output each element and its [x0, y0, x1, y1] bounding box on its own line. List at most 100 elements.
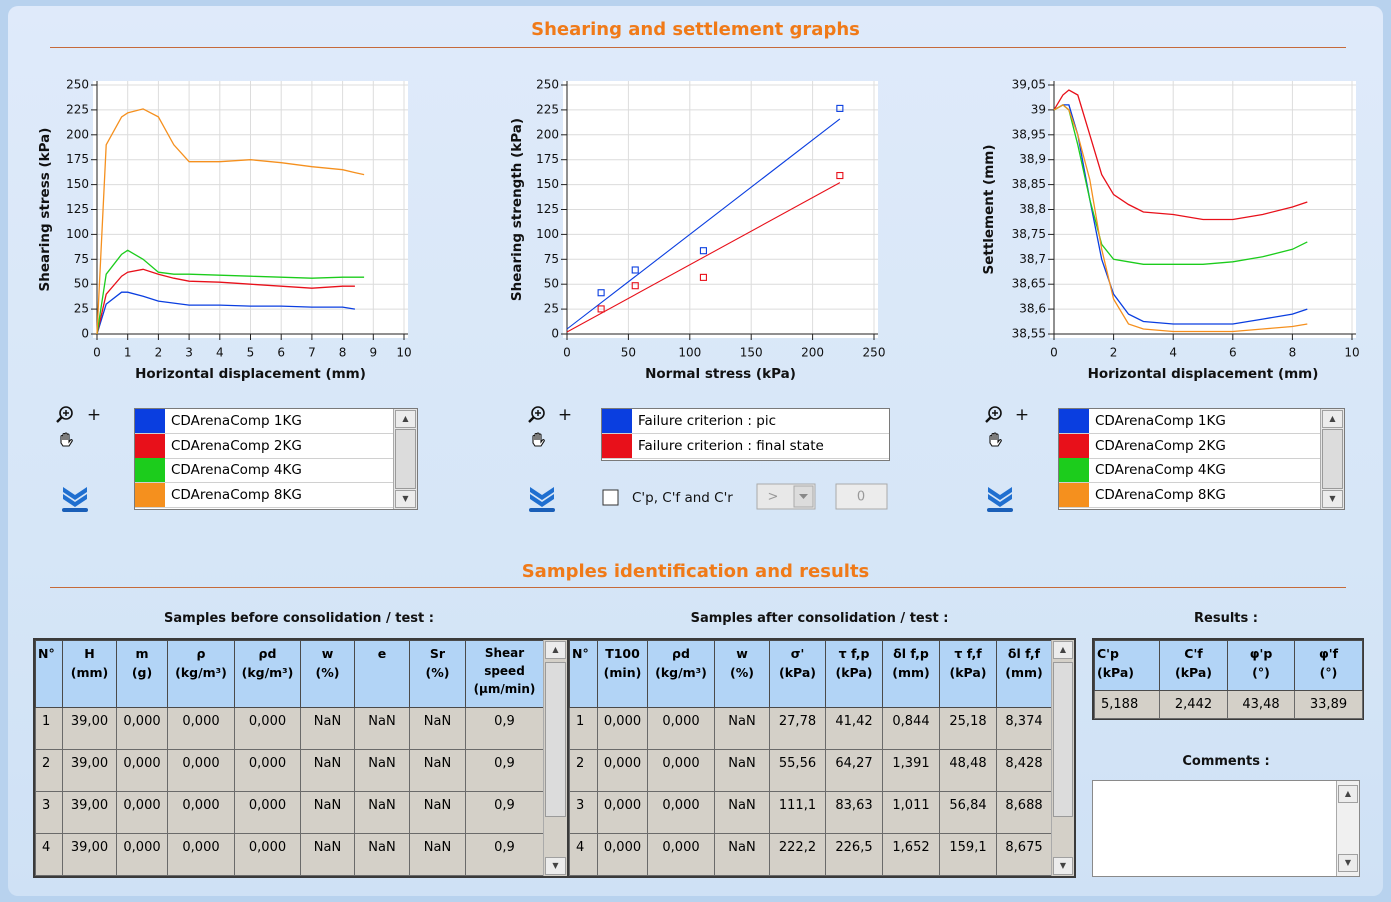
x-tick-label: 9: [369, 346, 377, 360]
zoom-icon[interactable]: [57, 407, 72, 422]
scrollbar[interactable]: ▲▼: [543, 640, 567, 876]
y-tick-label: 38,9: [1019, 152, 1046, 166]
table-cell: 0,000: [648, 834, 715, 876]
scroll-thumb[interactable]: [1322, 429, 1343, 489]
table-cell: 2: [570, 750, 598, 792]
legend-swatch: [135, 434, 165, 458]
y-tick-label: 125: [536, 202, 559, 216]
scroll-up[interactable]: ▲: [1053, 641, 1073, 659]
table-cell: NaN: [355, 708, 410, 750]
x-tick-label: 50: [621, 346, 636, 360]
y-tick-label: 125: [66, 202, 89, 216]
legend-label: CDArenaComp 1KG: [171, 413, 302, 429]
table-cell: NaN: [410, 708, 466, 750]
table-cell: 8,374: [997, 708, 1052, 750]
legend-swatch: [1059, 409, 1089, 433]
header-text: C'p: [1097, 644, 1159, 663]
table-cell: 1,652: [883, 834, 940, 876]
header-text: δl f,p: [883, 644, 939, 663]
scroll-thumb[interactable]: [395, 429, 416, 489]
scroll-up[interactable]: ▲: [395, 410, 416, 428]
x-tick-label: 2: [1110, 346, 1118, 360]
checkbox[interactable]: [603, 490, 618, 505]
header-text: τ f,f: [940, 644, 996, 663]
header-text: φ'p: [1228, 644, 1294, 663]
scroll-up[interactable]: ▲: [545, 641, 566, 659]
table-cell: 1: [36, 708, 63, 750]
scroll-down[interactable]: ▼: [1338, 854, 1358, 872]
x-tick-label: 8: [339, 346, 347, 360]
table-cell: 8,428: [997, 750, 1052, 792]
header-text: (%): [410, 663, 465, 682]
legend-entry[interactable]: CDArenaComp 2KG: [135, 434, 393, 459]
table-cell: 111,1: [770, 792, 826, 834]
y-axis-title: Settlement (mm): [981, 144, 997, 274]
legend-entry[interactable]: CDArenaComp 4KG: [1059, 458, 1320, 483]
table-cell: NaN: [301, 708, 355, 750]
scrollbar[interactable]: ▲▼: [393, 409, 417, 509]
header-text: (kPa): [1097, 663, 1159, 682]
header-text: (kPa): [1160, 663, 1227, 682]
legend-entry[interactable]: CDArenaComp 8KG: [135, 483, 393, 508]
legend-entry[interactable]: CDArenaComp 8KG: [1059, 483, 1320, 508]
zoom-icon[interactable]: [529, 407, 544, 422]
legend-entry[interactable]: Failure criterion : pic: [602, 409, 889, 434]
scrollbar[interactable]: ▲▼: [1320, 409, 1344, 509]
table-cell: 0,000: [648, 708, 715, 750]
scroll-down[interactable]: ▼: [395, 490, 416, 508]
header-cell: φ'p(°): [1228, 641, 1295, 691]
scroll-thumb[interactable]: [1053, 662, 1073, 817]
header-text: (°): [1295, 663, 1362, 682]
export-icon[interactable]: [987, 487, 1013, 512]
scrollbar[interactable]: ▲▼: [1051, 640, 1074, 876]
header-text: φ'f: [1295, 644, 1362, 663]
table-cell: 8,688: [997, 792, 1052, 834]
table-row: 30,0000,000NaN111,183,631,01156,848,688: [570, 792, 1052, 834]
x-tick-label: 10: [1344, 346, 1359, 360]
table-cell: NaN: [715, 708, 770, 750]
scroll-up[interactable]: ▲: [1338, 785, 1358, 803]
legend-entry[interactable]: CDArenaComp 4KG: [135, 458, 393, 483]
legend-label: CDArenaComp 8KG: [171, 487, 302, 503]
legend-label: CDArenaComp 2KG: [1095, 438, 1226, 454]
data-table: N°H(mm)m(g)ρ(kg/m³)ρd(kg/m³)w(%)eSr(%)Sh…: [33, 638, 569, 878]
header-text: (µm/min): [466, 680, 543, 698]
table-cell: NaN: [355, 750, 410, 792]
zoom-plus[interactable]: +: [558, 405, 572, 425]
table-cell: 0,000: [598, 792, 648, 834]
header-text: ρd: [648, 644, 714, 663]
table-cell: 0,000: [235, 708, 301, 750]
header-row: C'p(kPa)C'f(kPa)φ'p(°)φ'f(°): [1095, 641, 1363, 691]
scroll-down[interactable]: ▼: [1322, 490, 1343, 508]
comments-box[interactable]: ▲ ▼: [1092, 780, 1360, 877]
scroll-down[interactable]: ▼: [1053, 857, 1073, 875]
export-icon[interactable]: [529, 487, 555, 512]
y-tick-label: 150: [536, 177, 559, 191]
header-text: (kPa): [940, 663, 996, 682]
legend-label: CDArenaComp 8KG: [1095, 487, 1226, 503]
export-icon[interactable]: [62, 487, 88, 512]
header-text: Shear: [466, 644, 543, 662]
zoom-icon[interactable]: [986, 407, 1001, 422]
legend-entry[interactable]: CDArenaComp 2KG: [1059, 434, 1320, 459]
y-tick-label: 39,05: [1012, 78, 1046, 92]
header-text: ρ: [168, 644, 234, 663]
zoom-plus[interactable]: +: [1015, 405, 1029, 425]
table-cell: NaN: [301, 750, 355, 792]
scroll-up[interactable]: ▲: [1322, 410, 1343, 428]
table-cell: 64,27: [826, 750, 883, 792]
table-cell: 1: [570, 708, 598, 750]
legend-label: CDArenaComp 4KG: [1095, 462, 1226, 478]
scrollbar[interactable]: ▲ ▼: [1336, 781, 1359, 876]
checkbox-label[interactable]: C'p, C'f and C'r: [632, 490, 733, 506]
legend-entry[interactable]: CDArenaComp 1KG: [135, 409, 393, 434]
scroll-down[interactable]: ▼: [545, 857, 566, 875]
scroll-thumb[interactable]: [545, 662, 566, 817]
pan-icon[interactable]: [990, 433, 1001, 446]
pan-icon[interactable]: [61, 433, 72, 446]
legend-entry[interactable]: Failure criterion : final state: [602, 434, 889, 459]
legend-entry[interactable]: CDArenaComp 1KG: [1059, 409, 1320, 434]
pan-icon[interactable]: [533, 433, 544, 446]
zoom-plus[interactable]: +: [87, 405, 101, 425]
